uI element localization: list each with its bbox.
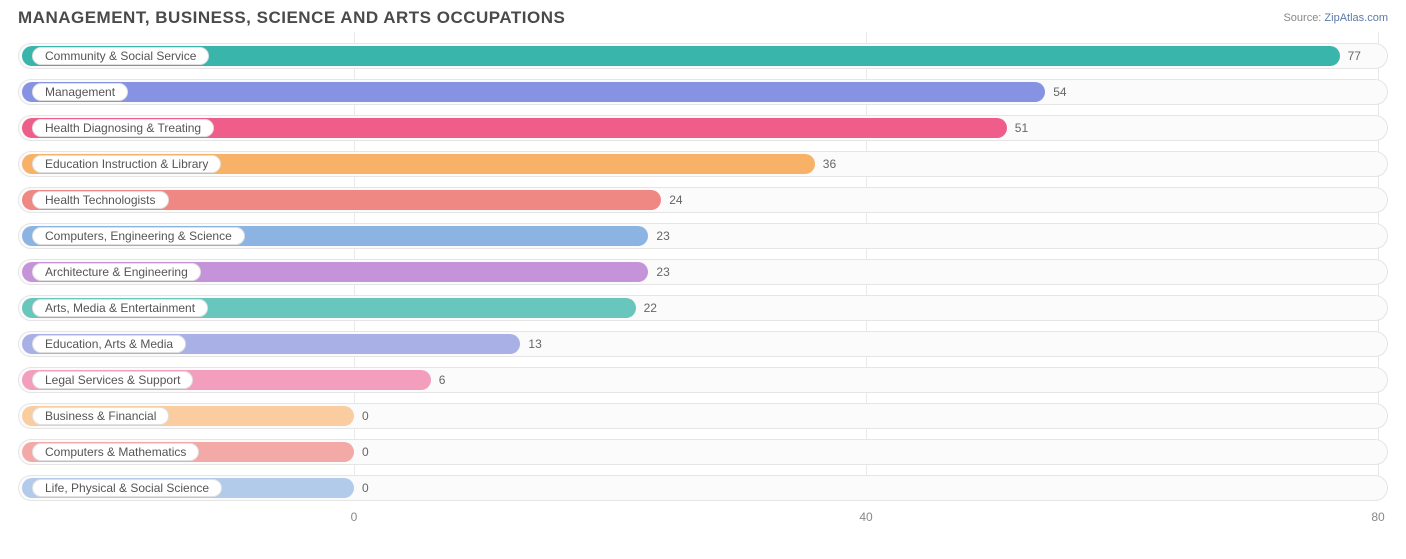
bar-category-label: Management bbox=[32, 83, 128, 101]
bar-value-label: 0 bbox=[362, 481, 369, 495]
bar-value-label: 0 bbox=[362, 445, 369, 459]
bar-row: Computers, Engineering & Science 23 bbox=[18, 220, 1388, 252]
bar-fill bbox=[22, 46, 1340, 66]
bar-value-label: 77 bbox=[1348, 49, 1361, 63]
bar-fill bbox=[22, 82, 1045, 102]
bar-category-label: Legal Services & Support bbox=[32, 371, 193, 389]
bar-row: Management 54 bbox=[18, 76, 1388, 108]
x-axis: 0 40 80 bbox=[18, 508, 1388, 532]
bar-row: Community & Social Service 77 bbox=[18, 40, 1388, 72]
bar-row: Health Diagnosing & Treating 51 bbox=[18, 112, 1388, 144]
source-link[interactable]: ZipAtlas.com bbox=[1324, 12, 1388, 24]
chart-plot-area: Community & Social Service 77 Management 54… bbox=[0, 32, 1406, 504]
bar-category-label: Education, Arts & Media bbox=[32, 335, 186, 353]
chart-header: MANAGEMENT, BUSINESS, SCIENCE AND ARTS O… bbox=[0, 0, 1406, 32]
bar-category-label: Computers & Mathematics bbox=[32, 443, 199, 461]
bar-value-label: 51 bbox=[1015, 121, 1028, 135]
bar-value-label: 54 bbox=[1053, 85, 1066, 99]
bar-value-label: 36 bbox=[823, 157, 836, 171]
bar-value-label: 22 bbox=[644, 301, 657, 315]
bar-row: Health Technologists 24 bbox=[18, 184, 1388, 216]
bar-category-label: Education Instruction & Library bbox=[32, 155, 221, 173]
x-axis-tick: 80 bbox=[1371, 510, 1384, 524]
bars-container: Community & Social Service 77 Management 54… bbox=[18, 40, 1388, 504]
x-axis-tick: 0 bbox=[351, 510, 358, 524]
bar-row: Education, Arts & Media 13 bbox=[18, 328, 1388, 360]
bar-row: Business & Financial 0 bbox=[18, 400, 1388, 432]
bar-row: Education Instruction & Library 36 bbox=[18, 148, 1388, 180]
bar-category-label: Health Diagnosing & Treating bbox=[32, 119, 214, 137]
bar-value-label: 0 bbox=[362, 409, 369, 423]
bar-value-label: 13 bbox=[528, 337, 541, 351]
bar-row: Arts, Media & Entertainment 22 bbox=[18, 292, 1388, 324]
chart-title: MANAGEMENT, BUSINESS, SCIENCE AND ARTS O… bbox=[18, 8, 565, 28]
bar-category-label: Computers, Engineering & Science bbox=[32, 227, 245, 245]
bar-row: Life, Physical & Social Science 0 bbox=[18, 472, 1388, 504]
bar-row: Legal Services & Support 6 bbox=[18, 364, 1388, 396]
bar-category-label: Life, Physical & Social Science bbox=[32, 479, 222, 497]
x-axis-tick: 40 bbox=[859, 510, 872, 524]
bar-value-label: 23 bbox=[656, 229, 669, 243]
source-label: Source: bbox=[1283, 12, 1324, 24]
bar-value-label: 6 bbox=[439, 373, 446, 387]
bar-category-label: Community & Social Service bbox=[32, 47, 209, 65]
bar-category-label: Business & Financial bbox=[32, 407, 169, 425]
bar-category-label: Architecture & Engineering bbox=[32, 263, 201, 281]
source-attribution: Source: ZipAtlas.com bbox=[1283, 12, 1388, 24]
bar-value-label: 24 bbox=[669, 193, 682, 207]
bar-value-label: 23 bbox=[656, 265, 669, 279]
bar-row: Architecture & Engineering 23 bbox=[18, 256, 1388, 288]
bar-category-label: Arts, Media & Entertainment bbox=[32, 299, 208, 317]
bar-row: Computers & Mathematics 0 bbox=[18, 436, 1388, 468]
bar-category-label: Health Technologists bbox=[32, 191, 169, 209]
